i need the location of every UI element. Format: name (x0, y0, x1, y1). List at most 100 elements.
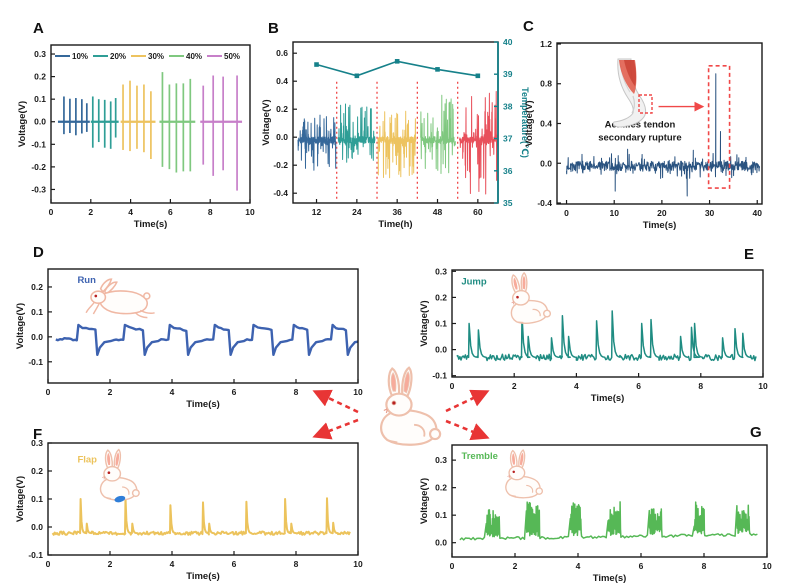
svg-text:8: 8 (208, 207, 213, 217)
svg-text:39: 39 (503, 69, 513, 79)
annotation-text: Flap (77, 455, 97, 466)
svg-text:40: 40 (503, 37, 513, 47)
x-axis: 0 2 4 6 8 10 (450, 553, 772, 571)
svg-text:10%: 10% (72, 52, 88, 61)
svg-text:0.3: 0.3 (435, 455, 447, 465)
y-axis-title: Voltage(V) (419, 478, 430, 524)
svg-text:-0.1: -0.1 (31, 139, 46, 149)
panel-B-label: B (268, 20, 279, 37)
svg-text:0.6: 0.6 (276, 48, 288, 58)
svg-text:10: 10 (609, 208, 619, 218)
svg-text:-0.1: -0.1 (28, 550, 43, 560)
svg-text:36: 36 (392, 207, 402, 217)
svg-text:12: 12 (312, 207, 322, 217)
burst-12h-series (297, 114, 337, 171)
svg-text:8: 8 (294, 559, 299, 569)
svg-text:20: 20 (657, 208, 667, 218)
legend: 10% 20% 30% 40% 50% (55, 52, 240, 61)
svg-text:-0.4: -0.4 (273, 188, 288, 198)
svg-text:24: 24 (352, 207, 362, 217)
panel-A-label: A (33, 20, 44, 37)
plot-frame (50, 44, 251, 204)
strain-50pct-series (200, 75, 243, 191)
tendon-zoom-box (638, 94, 653, 114)
svg-text:0.0: 0.0 (31, 332, 43, 342)
temperature-series (314, 59, 481, 79)
svg-text:35: 35 (503, 198, 513, 208)
svg-text:0.1: 0.1 (31, 494, 43, 504)
annotation-text: Achilles tendon (605, 119, 676, 130)
running-rabbit-illustration (85, 278, 156, 319)
svg-text:-0.2: -0.2 (31, 162, 46, 172)
x-axis-title: Time(s) (186, 571, 220, 582)
y-axis: 0.3 0.2 0.1 0.0 -0.1 (28, 438, 52, 560)
svg-text:40%: 40% (186, 52, 202, 61)
annotation-text: Tremble (461, 451, 497, 462)
svg-text:2: 2 (512, 381, 517, 391)
panel-E-chart: 0 2 4 6 8 10 0.3 0.2 0.1 0.0 -0.1 Time(s) Voltage(V)… (416, 248, 792, 415)
svg-text:0.1: 0.1 (31, 307, 43, 317)
svg-text:0.0: 0.0 (435, 345, 447, 355)
svg-text:-0.3: -0.3 (31, 184, 46, 194)
panel-G-label: G (750, 424, 762, 441)
svg-text:2: 2 (108, 387, 113, 397)
y-axis: 0.3 0.2 0.1 0.0 (435, 455, 456, 548)
svg-text:0.0: 0.0 (540, 158, 552, 168)
plot-frame (451, 444, 768, 558)
y-axis-title: Voltage(V) (419, 300, 430, 346)
svg-text:6: 6 (168, 207, 173, 217)
strain-10pct-series (57, 96, 90, 136)
svg-text:8: 8 (294, 387, 299, 397)
right-y-axis-title: Temperature(℃) (520, 87, 530, 158)
svg-text:2: 2 (108, 559, 113, 569)
x-axis-title: Time(h) (378, 219, 412, 230)
achilles-tendon-illustration (612, 58, 653, 128)
svg-text:0.2: 0.2 (435, 483, 447, 493)
svg-text:0.0: 0.0 (34, 117, 46, 127)
svg-text:-0.1: -0.1 (28, 357, 43, 367)
panel-E-label: E (744, 246, 755, 263)
rupture-signal-series (566, 73, 760, 197)
jumping-rabbit-illustration (505, 272, 552, 327)
svg-text:10: 10 (353, 559, 363, 569)
panel-C-chart: 0 10 20 30 40 1.2 0.8 0.4 0.0 -0.4 Time(s) Voltage(… (521, 22, 797, 245)
svg-text:10: 10 (762, 561, 772, 571)
svg-text:-0.1: -0.1 (432, 371, 447, 381)
svg-text:0.3: 0.3 (435, 266, 447, 276)
y-axis: 1.2 0.8 0.4 0.0 -0.4 (537, 39, 561, 208)
svg-text:2: 2 (88, 207, 93, 217)
x-axis: 12 24 36 48 60 (312, 199, 483, 217)
panel-D-label: D (33, 244, 44, 261)
svg-text:40: 40 (752, 208, 762, 218)
rupture-highlight-box (707, 65, 731, 189)
y-axis: 0.3 0.2 0.1 0.0 -0.1 (432, 266, 456, 381)
svg-text:4: 4 (170, 559, 175, 569)
svg-text:0: 0 (46, 387, 51, 397)
x-axis: 0 10 20 30 40 (564, 200, 762, 218)
panel-F-chart: 0 2 4 6 8 10 0.3 0.2 0.1 0.0 -0.1 Time(s) Voltage(V)… (12, 424, 384, 587)
svg-text:4: 4 (576, 561, 581, 571)
panel-F-label: F (33, 426, 43, 443)
svg-text:48: 48 (433, 207, 443, 217)
svg-text:0: 0 (450, 561, 455, 571)
annotation-text: Jump (461, 276, 487, 287)
y-axis: 0.3 0.2 0.1 0.0 -0.1 -0.2 -0.3 (31, 49, 55, 194)
svg-text:10: 10 (245, 207, 255, 217)
annotation-text: secondary rupture (598, 132, 681, 143)
svg-text:38: 38 (503, 101, 513, 111)
strain-30pct-series (120, 80, 156, 159)
svg-text:0.2: 0.2 (31, 466, 43, 476)
arrow-to-flap-panel (312, 418, 359, 440)
arrow-to-tremble-panel (445, 419, 490, 441)
svg-text:10: 10 (758, 381, 768, 391)
x-axis: 0 2 4 6 8 10 (46, 551, 363, 569)
plot-frame (47, 268, 359, 384)
x-axis-title: Time(s) (186, 399, 220, 410)
svg-text:-0.2: -0.2 (273, 160, 288, 170)
svg-text:8: 8 (702, 561, 707, 571)
tremble-series (459, 501, 758, 541)
svg-text:2: 2 (513, 561, 518, 571)
y-axis: 0.2 0.1 0.0 -0.1 (28, 282, 52, 367)
strain-20pct-series (90, 96, 119, 149)
